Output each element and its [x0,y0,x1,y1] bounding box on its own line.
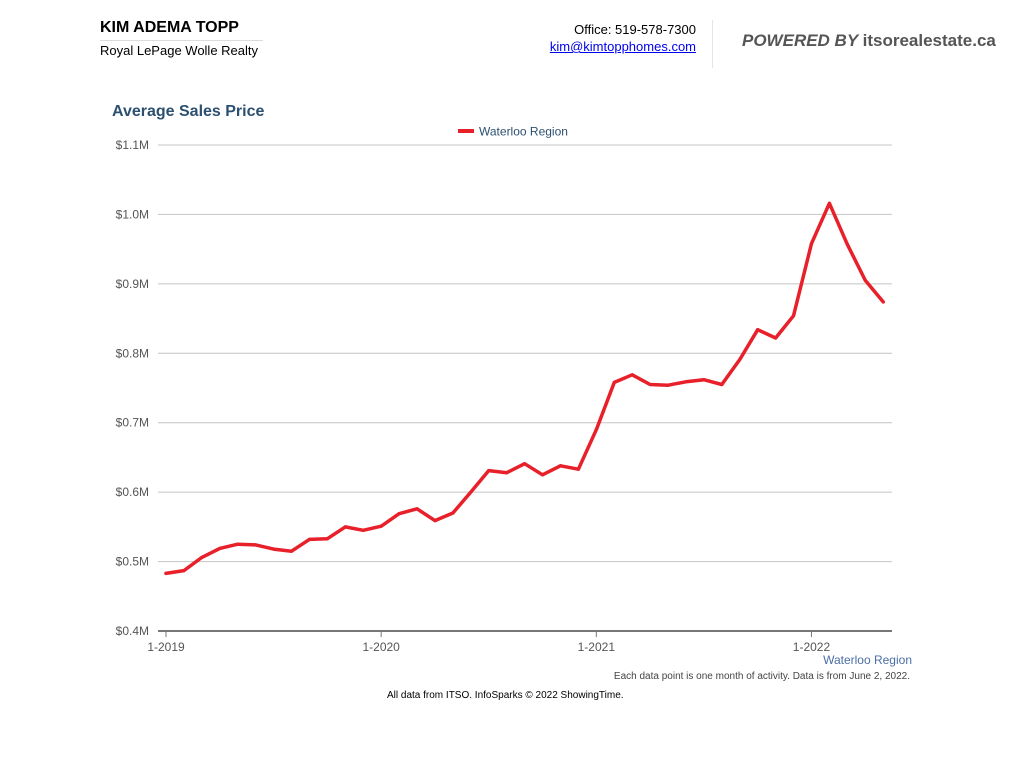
header-divider [712,20,713,68]
data-point [863,278,867,282]
data-point [666,383,670,387]
data-point [236,542,240,546]
data-point [271,547,276,551]
powered-by-site: itsorealestate.ca [862,31,996,50]
data-point [451,511,455,515]
series-line [164,201,885,576]
data-point [254,543,258,547]
email-link[interactable]: kim@kimtopphomes.com [549,39,696,54]
agent-name: KIM ADEMA TOPP [100,19,239,36]
y-tick-label: $0.4M [116,624,149,638]
data-point [594,428,598,432]
y-tick-label: $0.8M [116,346,149,360]
x-tick-label: 1-2019 [147,640,185,654]
chart-title: Average Sales Price [112,103,265,120]
data-point [325,537,329,541]
agent-divider [100,40,263,41]
y-tick-label: $0.7M [116,416,149,430]
data-point [576,467,580,471]
data-point [523,462,527,466]
data-point [487,469,491,473]
y-tick-label: $0.5M [116,555,149,569]
data-point [702,378,706,382]
y-tick-label: $0.9M [116,277,149,291]
data-point [684,380,688,384]
agent-company: Royal LePage Wolle Realty [100,43,259,58]
data-point [343,525,347,529]
data-point [774,336,778,340]
data-point [182,568,186,573]
data-point [200,555,204,560]
data-point [397,512,401,516]
data-point [612,380,616,385]
powered-by-prefix: POWERED BY [742,31,858,50]
data-point [845,242,849,246]
region-label: Waterloo Region [823,653,912,667]
data-point [791,314,796,318]
data-point [469,490,473,494]
data-point [307,537,312,541]
data-point [738,357,742,362]
x-tick-label: 1-2021 [578,640,616,654]
data-point [558,464,563,468]
y-tick-label: $0.6M [116,485,149,499]
data-point [881,300,885,304]
data-point [218,546,222,550]
data-point [289,549,294,553]
data-point [164,571,168,575]
data-point [720,382,724,387]
data-point [540,473,545,477]
data-note: Each data point is one month of activity… [613,671,910,682]
data-source: All data from ITSO. InfoSparks © 2022 Sh… [387,690,624,701]
y-tick-label: $1.0M [116,207,149,221]
data-point [648,382,652,387]
x-tick-label: 1-2020 [362,640,400,654]
data-point [809,241,814,246]
data-point [361,528,365,532]
data-point [415,507,419,511]
y-tick-label: $1.1M [116,138,149,152]
data-point [756,328,760,332]
data-point [827,201,832,205]
data-point [630,373,634,377]
legend-label: Waterloo Region [479,125,568,139]
powered-by-logo: POWERED BY itsorealestate.ca [742,31,996,51]
x-tick-label: 1-2022 [793,640,831,654]
data-point [505,471,509,475]
data-point [433,519,437,523]
data-point [379,524,383,528]
office-phone: Office: 519-578-7300 [574,22,696,37]
